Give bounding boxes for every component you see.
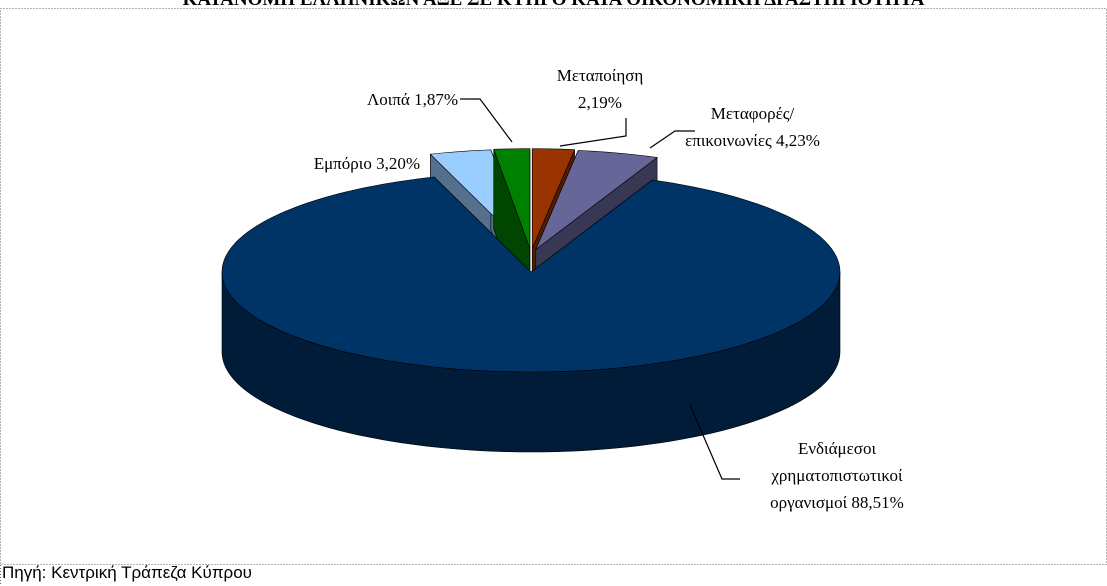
category: Μεταφορές/ επικοινωνίες <box>685 104 795 150</box>
slice <box>535 150 658 251</box>
pie <box>221 148 841 453</box>
value-label: 1,87% <box>414 90 458 109</box>
leader-line <box>460 98 513 143</box>
slice-label: Εμπόριο 3,20% <box>250 150 420 177</box>
value-label: 4,23% <box>775 131 820 150</box>
slice-label: Μεταποίηση 2,19% <box>540 62 660 116</box>
slice-label: Ενδιάμεσοι χρηματοπιστωτικοί οργανισμοί … <box>742 435 932 516</box>
leader-lines <box>460 98 740 480</box>
slice <box>221 176 841 373</box>
category: Ενδιάμεσοι χρηματοπιστωτικοί οργανισμοί <box>770 439 903 512</box>
value-label: 2,19% <box>578 93 622 112</box>
value-label: 3,20% <box>376 154 420 173</box>
source-note: Πηγή: Κεντρική Τράπεζα Κύπρου <box>2 563 252 582</box>
slice-label: Μεταφορές/ επικοινωνίες 4,23% <box>685 100 820 154</box>
category: Εμπόριο <box>313 154 372 173</box>
slice <box>493 148 531 249</box>
chart-title: ΚΑΤΑΝΟΜΗ ΕΛΛΗΝΙΚΩΝ ΑΞΕ ΣΕ ΚΥΠΡΟ ΚΑΤΑ ΟΙΚ… <box>0 0 1107 11</box>
slice-label: Λοιπά 1,87% <box>300 86 458 113</box>
leader-line <box>559 118 627 147</box>
category: Λοιπά <box>366 90 410 109</box>
slice <box>531 148 576 249</box>
leader-line <box>649 130 695 149</box>
leader-line <box>689 404 740 480</box>
value-label: 88,51% <box>851 493 904 512</box>
category: Μεταποίηση <box>556 66 644 85</box>
